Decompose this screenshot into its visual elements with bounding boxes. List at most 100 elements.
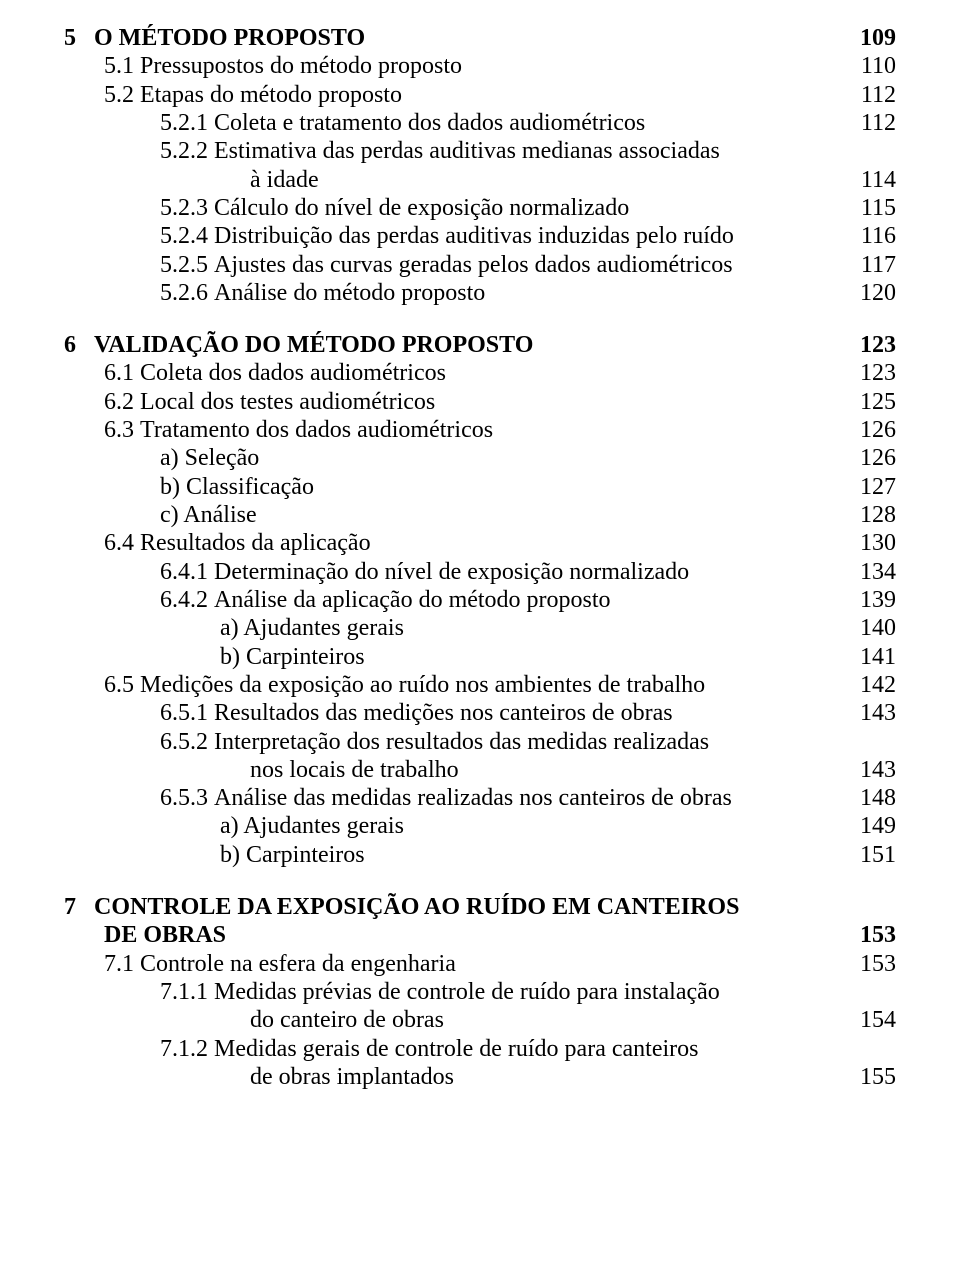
toc-page-num: 128 — [848, 501, 896, 529]
toc-title: O MÉTODO PROPOSTO — [94, 24, 848, 52]
toc-entry: a) Ajudantes gerais 140 — [64, 614, 896, 642]
toc-title: VALIDAÇÃO DO MÉTODO PROPOSTO — [94, 331, 848, 359]
toc-entry: 7.1.2 Medidas gerais de controle de ruíd… — [64, 1035, 896, 1063]
toc-title: Controle na esfera da engenharia — [140, 950, 848, 978]
toc-title: Análise do método proposto — [214, 279, 848, 307]
toc-sep — [76, 893, 94, 921]
toc-page-num: 130 — [848, 529, 896, 557]
toc-title: b) Carpinteiros — [220, 841, 848, 869]
toc-page-num: 127 — [848, 473, 896, 501]
toc-page-num: 140 — [848, 614, 896, 642]
toc-num: 6.5.1 — [160, 699, 208, 727]
toc-entry: 5.2.1 Coleta e tratamento dos dados audi… — [64, 109, 896, 137]
toc-entry-continuation: do canteiro de obras 154 — [64, 1006, 896, 1034]
toc-entry: 5.2 Etapas do método proposto 112 — [64, 81, 896, 109]
toc-entry-continuation: de obras implantados 155 — [64, 1063, 896, 1091]
toc-num: 5.2 — [104, 81, 134, 109]
toc-page-num: 153 — [848, 921, 896, 949]
toc-title: DE OBRAS — [64, 921, 848, 949]
toc-title: Análise da aplicação do método proposto — [214, 586, 848, 614]
toc-title: Resultados da aplicação — [140, 529, 848, 557]
toc-page-num: 134 — [848, 558, 896, 586]
toc-entry: 5.1 Pressupostos do método proposto 110 — [64, 52, 896, 80]
toc-entry: a) Ajudantes gerais 149 — [64, 812, 896, 840]
toc-page-num: 148 — [848, 784, 896, 812]
toc-num: 6 — [64, 331, 76, 359]
toc-entry: 6.4.1 Determinação do nível de exposição… — [64, 558, 896, 586]
toc-title: de obras implantados — [64, 1063, 848, 1091]
toc-entry: b) Classificação 127 — [64, 473, 896, 501]
toc-entry: 6.5.3 Análise das medidas realizadas nos… — [64, 784, 896, 812]
section-gap — [64, 307, 896, 331]
toc-page-num: 154 — [848, 1006, 896, 1034]
toc-page-num: 123 — [848, 331, 896, 359]
toc-title: Interpretação dos resultados das medidas… — [214, 728, 848, 756]
toc-title: a) Ajudantes gerais — [220, 812, 848, 840]
toc-title: Distribuição das perdas auditivas induzi… — [214, 222, 848, 250]
toc-entry: c) Análise 128 — [64, 501, 896, 529]
toc-page-num: 126 — [848, 444, 896, 472]
toc-page-num: 151 — [848, 841, 896, 869]
toc-num: 5.2.2 — [160, 137, 208, 165]
toc-title: Resultados das medições nos canteiros de… — [214, 699, 848, 727]
toc-chapter-6: 6 VALIDAÇÃO DO MÉTODO PROPOSTO 123 — [64, 331, 896, 359]
toc-title: b) Carpinteiros — [220, 643, 848, 671]
toc-page-num: 153 — [848, 950, 896, 978]
toc-page-num: 109 — [848, 24, 896, 52]
toc-entry: 6.1 Coleta dos dados audiométricos 123 — [64, 359, 896, 387]
toc-title: Coleta dos dados audiométricos — [140, 359, 848, 387]
toc-page-num: 120 — [848, 279, 896, 307]
toc-page-num: 117 — [848, 251, 896, 279]
toc-title: à idade — [64, 166, 848, 194]
toc-num: 5.2.6 — [160, 279, 208, 307]
toc-entry: 6.4.2 Análise da aplicação do método pro… — [64, 586, 896, 614]
toc-num: 7.1.2 — [160, 1035, 208, 1063]
toc-title: Tratamento dos dados audiométricos — [140, 416, 848, 444]
toc-title: a) Ajudantes gerais — [220, 614, 848, 642]
toc-title: Cálculo do nível de exposição normalizad… — [214, 194, 848, 222]
toc-num: 5.2.1 — [160, 109, 208, 137]
toc-entry: 5.2.2 Estimativa das perdas auditivas me… — [64, 137, 896, 165]
toc-page-num: 142 — [848, 671, 896, 699]
toc-title: CONTROLE DA EXPOSIÇÃO AO RUÍDO EM CANTEI… — [94, 893, 848, 921]
toc-page-num: 114 — [848, 166, 896, 194]
toc-entry: 5.2.6 Análise do método proposto 120 — [64, 279, 896, 307]
toc-entry: a) Seleção 126 — [64, 444, 896, 472]
toc-page-num: 143 — [848, 756, 896, 784]
toc-page-num: 116 — [848, 222, 896, 250]
section-gap — [64, 869, 896, 893]
toc-num: 6.5.3 — [160, 784, 208, 812]
toc-chapter-7: 7 CONTROLE DA EXPOSIÇÃO AO RUÍDO EM CANT… — [64, 893, 896, 921]
toc-page-num: 149 — [848, 812, 896, 840]
toc-num: 6.5.2 — [160, 728, 208, 756]
toc-page-num: 112 — [848, 81, 896, 109]
toc-num: 7.1 — [104, 950, 134, 978]
toc-entry: 6.5.1 Resultados das medições nos cantei… — [64, 699, 896, 727]
toc-title: Medidas prévias de controle de ruído par… — [214, 978, 848, 1006]
toc-entry: 5.2.4 Distribuição das perdas auditivas … — [64, 222, 896, 250]
toc-num: 6.1 — [104, 359, 134, 387]
toc-title: Medições da exposição ao ruído nos ambie… — [140, 671, 848, 699]
toc-chapter-5: 5 O MÉTODO PROPOSTO 109 — [64, 24, 896, 52]
toc-title: do canteiro de obras — [64, 1006, 848, 1034]
toc-entry: 6.5.2 Interpretação dos resultados das m… — [64, 728, 896, 756]
toc-num: 5.2.5 — [160, 251, 208, 279]
toc-entry-continuation: nos locais de trabalho 143 — [64, 756, 896, 784]
toc-entry: 6.5 Medições da exposição ao ruído nos a… — [64, 671, 896, 699]
toc-page-num: 143 — [848, 699, 896, 727]
toc-entry: 6.2 Local dos testes audiométricos 125 — [64, 388, 896, 416]
toc-num: 6.4.1 — [160, 558, 208, 586]
toc-title: Etapas do método proposto — [140, 81, 848, 109]
toc-title: Análise das medidas realizadas nos cante… — [214, 784, 848, 812]
toc-title: Coleta e tratamento dos dados audiométri… — [214, 109, 848, 137]
toc-title: Estimativa das perdas auditivas medianas… — [214, 137, 848, 165]
toc-entry: 5.2.5 Ajustes das curvas geradas pelos d… — [64, 251, 896, 279]
toc-page-num: 141 — [848, 643, 896, 671]
toc-num: 6.5 — [104, 671, 134, 699]
toc-page: 5 O MÉTODO PROPOSTO 109 5.1 Pressupostos… — [0, 0, 960, 1282]
toc-num: 5.2.4 — [160, 222, 208, 250]
toc-page-num: 115 — [848, 194, 896, 222]
toc-entry: 5.2.3 Cálculo do nível de exposição norm… — [64, 194, 896, 222]
toc-title: Determinação do nível de exposição norma… — [214, 558, 848, 586]
toc-page-num: 139 — [848, 586, 896, 614]
